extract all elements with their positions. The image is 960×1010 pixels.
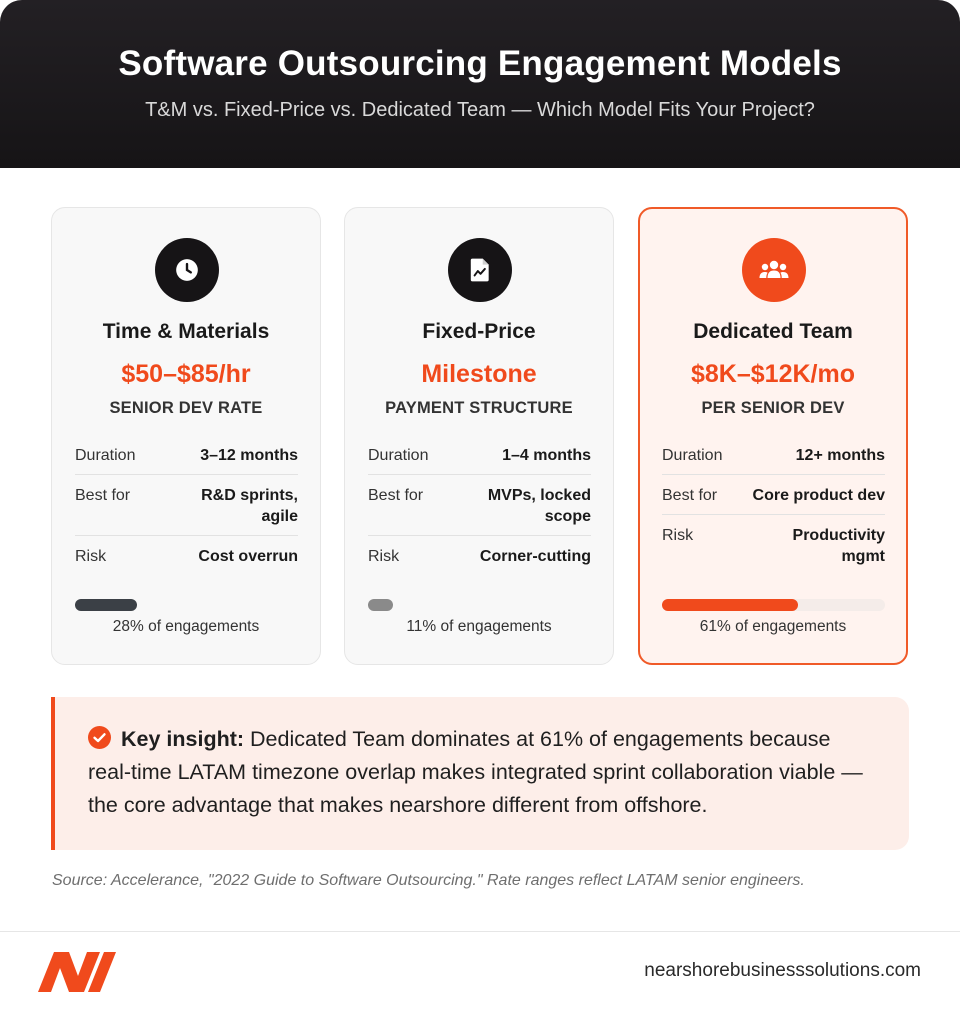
card-title: Time & Materials: [102, 320, 270, 343]
card-price-caption: PAYMENT STRUCTURE: [385, 399, 573, 417]
share-label: 28% of engagements: [112, 618, 260, 635]
detail-row-duration: Duration 12+ months: [662, 435, 885, 475]
brand-logo: [38, 952, 116, 992]
card-title: Dedicated Team: [693, 320, 853, 343]
card-title: Fixed-Price: [422, 320, 536, 343]
detail-row-best-for: Best for MVPs, locked scope: [368, 475, 591, 536]
card-time-materials: Time & Materials $50–$85/hr SENIOR DEV R…: [51, 207, 321, 665]
card-details: Duration 1–4 months Best for MVPs, locke…: [368, 435, 591, 575]
detail-value: MVPs, locked scope: [487, 487, 591, 525]
team-icon: [742, 238, 806, 302]
share-bar-fill: [662, 599, 799, 611]
detail-row-best-for: Best for Core product dev: [662, 475, 885, 515]
card-price: $8K–$12K/mo: [691, 360, 855, 388]
card-details: Duration 12+ months Best for Core produc…: [662, 435, 885, 575]
detail-value: 12+ months: [795, 447, 885, 464]
detail-label: Risk: [662, 527, 694, 544]
detail-row-risk: Risk Corner-cutting: [368, 536, 591, 575]
detail-row-risk: Risk Cost overrun: [75, 536, 298, 575]
website-url[interactable]: nearshorebusinesssolutions.com: [644, 960, 921, 981]
key-insight-callout: Key insight: Dedicated Team dominates at…: [51, 697, 909, 850]
detail-label: Duration: [368, 447, 429, 464]
detail-value: R&D sprints, agile: [201, 487, 298, 525]
share-bar-track: [75, 599, 298, 611]
card-fixed-price: Fixed-Price Milestone PAYMENT STRUCTURE …: [344, 207, 614, 665]
detail-label: Duration: [75, 447, 136, 464]
card-price: Milestone: [421, 360, 537, 388]
share-bar-track: [662, 599, 885, 611]
card-price: $50–$85/hr: [121, 360, 251, 388]
share-bar-fill: [75, 599, 138, 611]
card-price-caption: SENIOR DEV RATE: [109, 399, 263, 417]
source-note: Source: Accelerance, "2022 Guide to Soft…: [52, 872, 805, 889]
share-label: 11% of engagements: [406, 618, 552, 635]
detail-row-duration: Duration 3–12 months: [75, 435, 298, 475]
detail-value: Core product dev: [752, 487, 885, 504]
share-label: 61% of engagements: [699, 618, 847, 635]
detail-label: Best for: [662, 487, 718, 504]
detail-row-best-for: Best for R&D sprints, agile: [75, 475, 298, 536]
detail-value: 3–12 months: [200, 447, 298, 464]
detail-value: Productivity mgmt: [792, 527, 885, 565]
card-details: Duration 3–12 months Best for R&D sprint…: [75, 435, 298, 575]
check-circle-icon: [88, 726, 111, 749]
detail-label: Risk: [75, 548, 107, 565]
card-dedicated-team: Dedicated Team $8K–$12K/mo PER SENIOR DE…: [638, 207, 908, 665]
detail-label: Duration: [662, 447, 723, 464]
page-title: Software Outsourcing Engagement Models: [118, 44, 842, 83]
detail-label: Risk: [368, 548, 400, 565]
clock-icon: [155, 238, 219, 302]
detail-value: 1–4 months: [502, 447, 591, 464]
card-price-caption: PER SENIOR DEV: [701, 399, 845, 417]
detail-value: Corner-cutting: [479, 548, 591, 565]
document-icon: [448, 238, 512, 302]
insight-text: Dedicated Team dominates at 61% of engag…: [88, 727, 863, 817]
detail-value: Cost overrun: [198, 548, 298, 565]
page-subtitle: T&M vs. Fixed-Price vs. Dedicated Team —…: [145, 99, 815, 121]
share-bar-fill: [368, 599, 393, 611]
insight-lead: Key insight:: [121, 727, 245, 751]
header-banner: Software Outsourcing Engagement Models T…: [0, 0, 960, 168]
detail-row-duration: Duration 1–4 months: [368, 435, 591, 475]
footer-divider: [0, 931, 960, 932]
detail-label: Best for: [75, 487, 131, 504]
detail-row-risk: Risk Productivity mgmt: [662, 515, 885, 575]
share-bar-track: [368, 599, 591, 611]
detail-label: Best for: [368, 487, 424, 504]
